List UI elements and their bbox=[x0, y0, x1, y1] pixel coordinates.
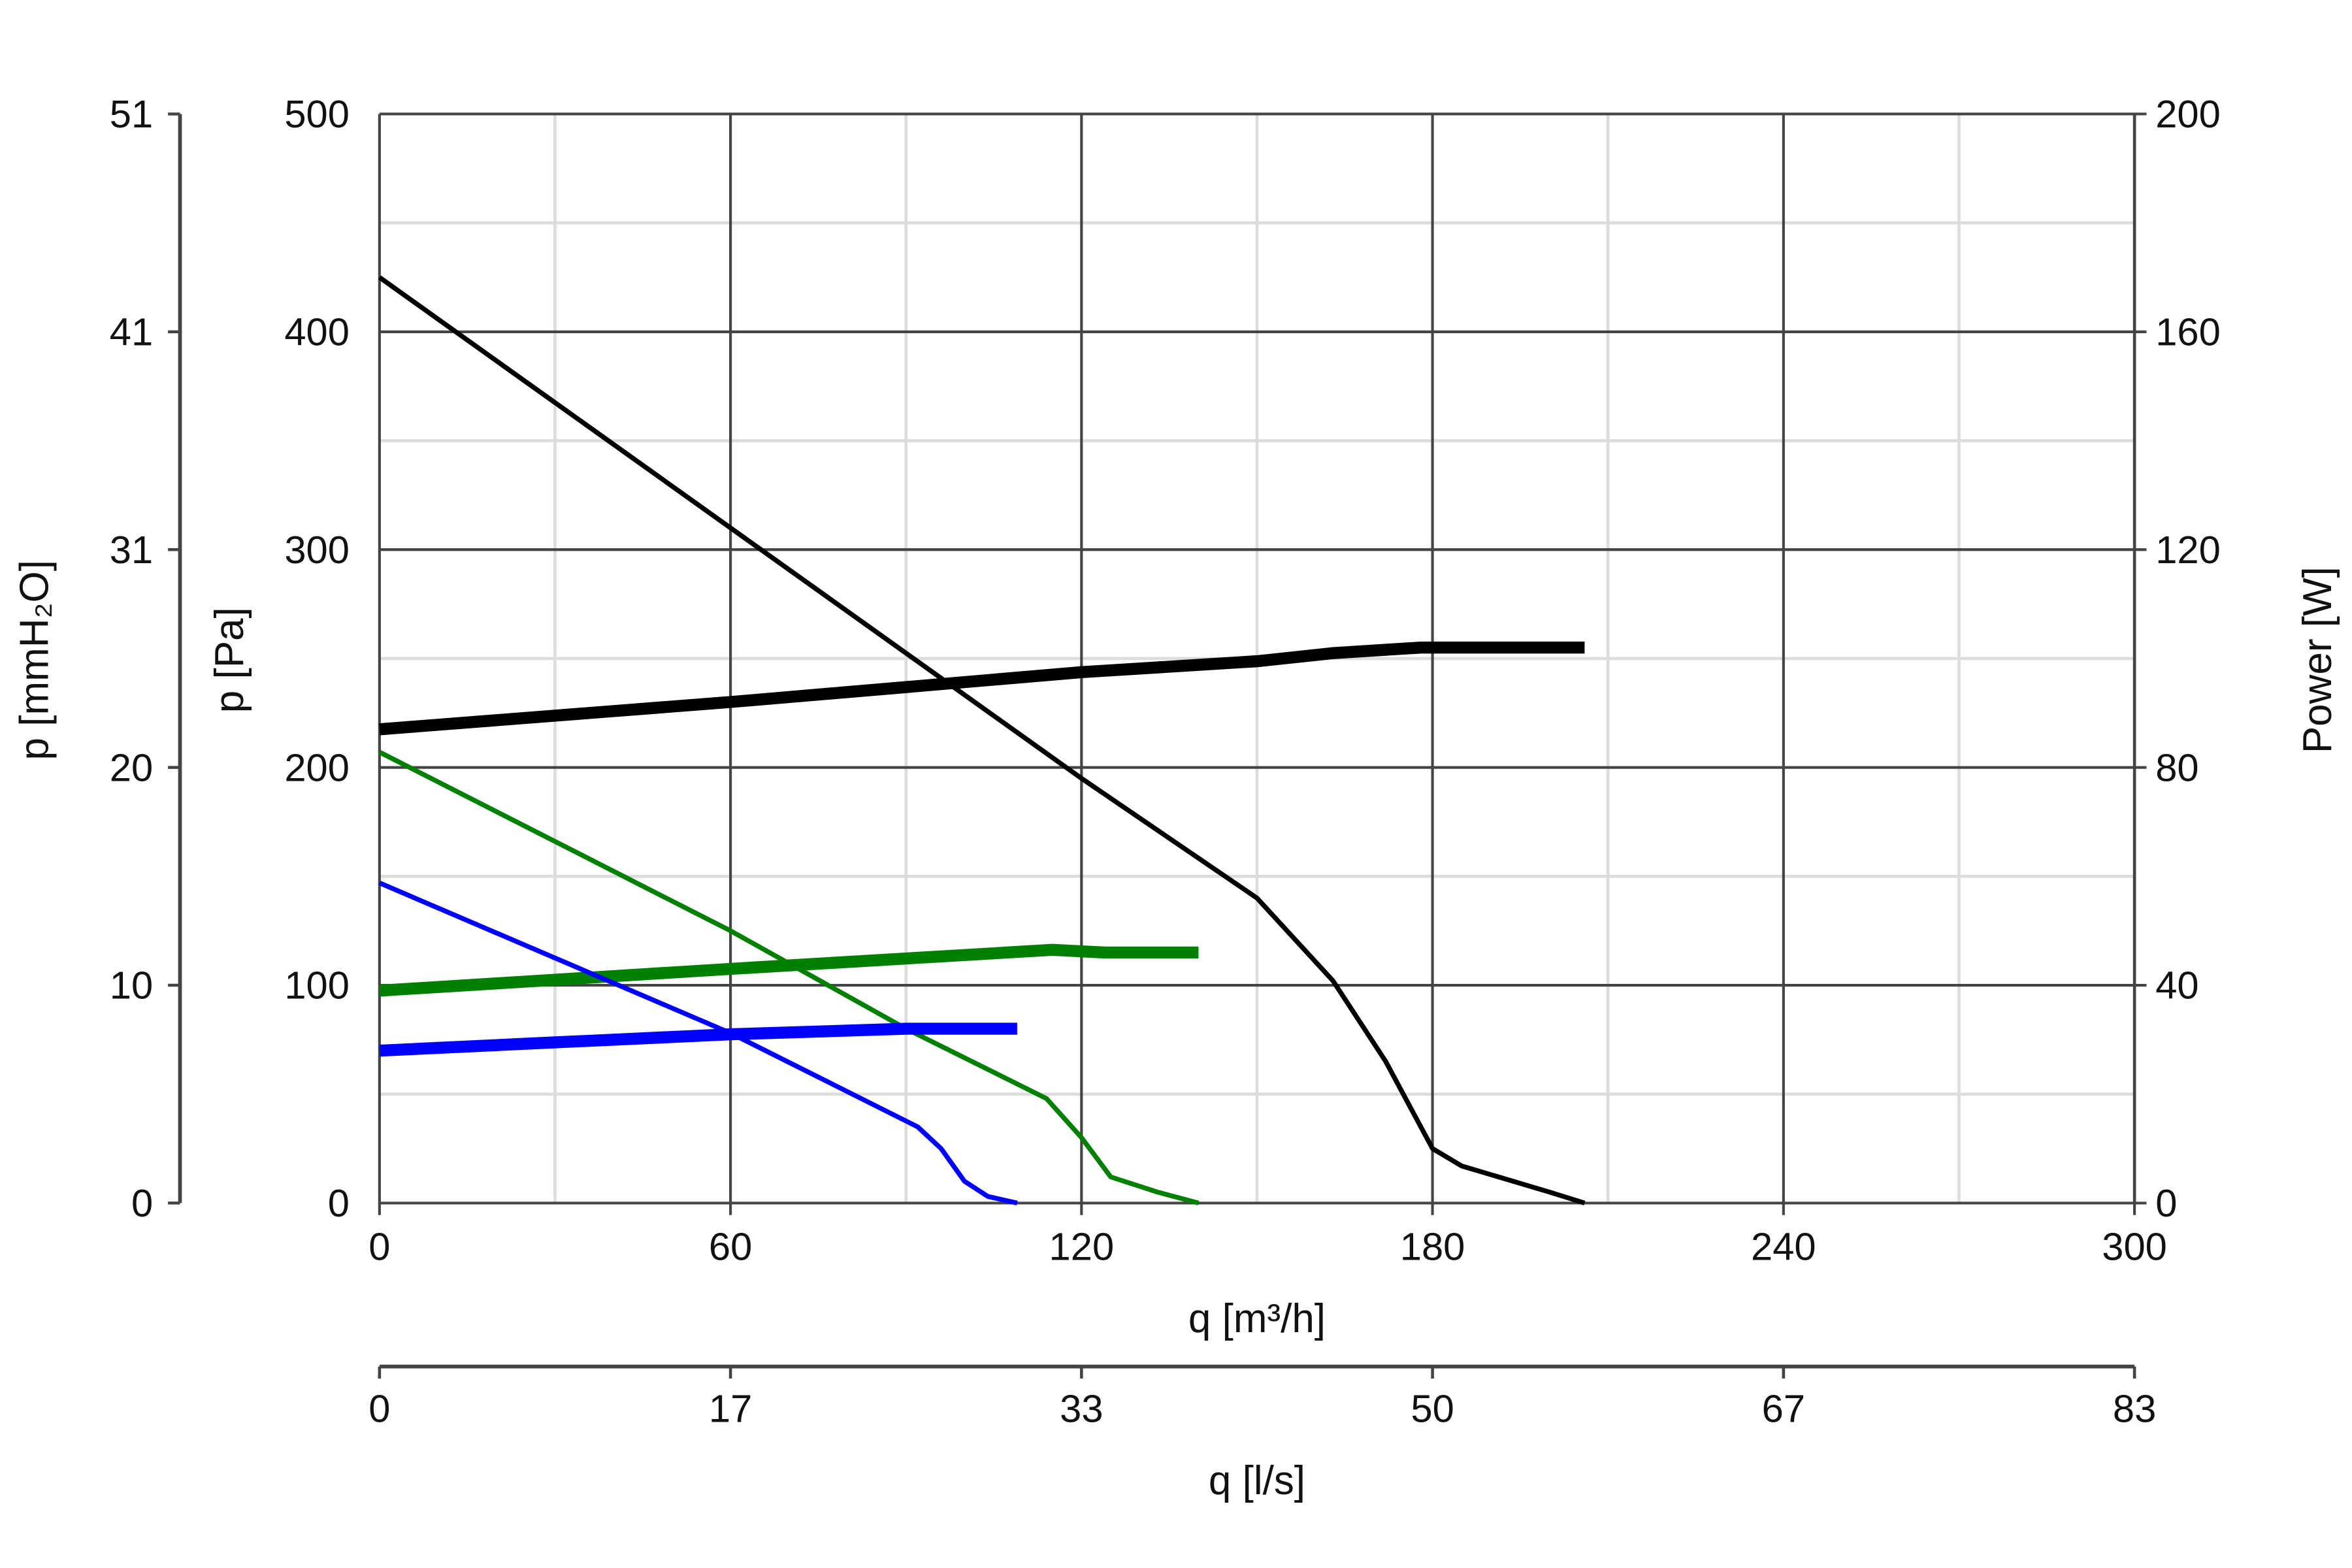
y-tick-label: 200 bbox=[284, 745, 350, 789]
y-secondary-tick-label: 20 bbox=[110, 745, 153, 789]
x-tick-label: 180 bbox=[1400, 1225, 1465, 1269]
x-axis-label: q [m³/h] bbox=[1188, 1296, 1326, 1341]
y-axis-label: p [Pa] bbox=[207, 607, 252, 713]
y-secondary-tick-label: 0 bbox=[131, 1181, 153, 1225]
pressure-green-curve bbox=[378, 749, 1200, 1205]
y-right-tick-label: 40 bbox=[2155, 964, 2198, 1007]
x-secondary-tick-label: 33 bbox=[1060, 1387, 1103, 1431]
y-secondary-tick-label: 51 bbox=[110, 92, 153, 136]
y-right-tick-label: 80 bbox=[2155, 745, 2198, 789]
y-right-tick-label: 160 bbox=[2155, 310, 2221, 354]
power-green-curve bbox=[379, 943, 1199, 997]
x-secondary-axis-label: q [l/s] bbox=[1209, 1458, 1305, 1503]
y-tick-label: 100 bbox=[284, 964, 350, 1007]
y-secondary-axis-label: p [mmH₂O] bbox=[12, 560, 57, 760]
y-tick-label: 0 bbox=[328, 1181, 350, 1225]
y-tick-label: 500 bbox=[284, 92, 350, 136]
y-right-tick-label: 120 bbox=[2155, 528, 2221, 572]
pressure-black-curve bbox=[378, 275, 1586, 1205]
axes: 0100200300400500010203141510408012016020… bbox=[110, 92, 2221, 1430]
power-blue-curve bbox=[379, 1022, 1017, 1057]
series bbox=[378, 275, 1586, 1205]
y-secondary-tick-label: 10 bbox=[110, 964, 153, 1007]
x-tick-label: 120 bbox=[1049, 1225, 1115, 1269]
x-tick-label: 60 bbox=[709, 1225, 752, 1269]
y-right-tick-label: 0 bbox=[2155, 1181, 2177, 1225]
grid bbox=[378, 112, 2147, 1215]
x-secondary-tick-label: 67 bbox=[1762, 1387, 1805, 1431]
y-tick-label: 400 bbox=[284, 310, 350, 354]
y-secondary-tick-label: 31 bbox=[110, 528, 153, 572]
x-secondary-tick-label: 17 bbox=[709, 1387, 752, 1431]
x-tick-label: 0 bbox=[368, 1225, 390, 1269]
y-tick-label: 300 bbox=[284, 528, 350, 572]
power-black-curve bbox=[379, 641, 1585, 736]
x-tick-label: 300 bbox=[2102, 1225, 2167, 1269]
y-right-axis-label: Power [W] bbox=[2295, 566, 2340, 753]
x-secondary-tick-label: 0 bbox=[368, 1387, 390, 1431]
x-tick-label: 240 bbox=[1751, 1225, 1816, 1269]
x-secondary-tick-label: 50 bbox=[1411, 1387, 1454, 1431]
x-secondary-tick-label: 83 bbox=[2113, 1387, 2156, 1431]
y-right-tick-label: 200 bbox=[2155, 92, 2221, 136]
y-secondary-tick-label: 41 bbox=[110, 310, 153, 354]
